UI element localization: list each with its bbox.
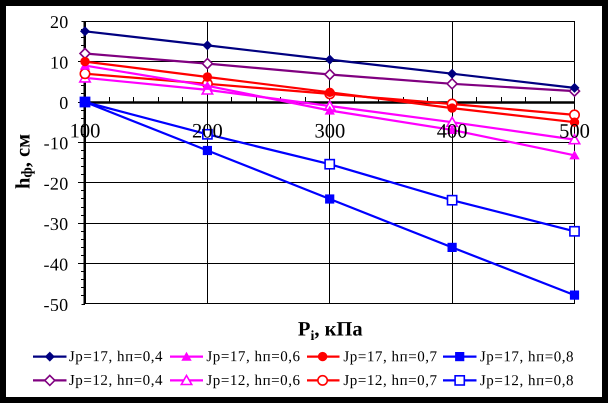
svg-text:400: 400 <box>437 121 468 143</box>
svg-text:Jp=17, hп=0,7: Jp=17, hп=0,7 <box>343 349 437 365</box>
svg-text:-30: -30 <box>44 214 69 234</box>
svg-text:-10: -10 <box>44 133 69 153</box>
svg-text:Jp=17, hп=0,8: Jp=17, hп=0,8 <box>480 349 574 365</box>
svg-text:500: 500 <box>559 121 590 143</box>
svg-text:-20: -20 <box>44 174 69 194</box>
svg-text:-50: -50 <box>44 295 69 315</box>
svg-text:20: 20 <box>50 12 69 32</box>
svg-text:10: 10 <box>50 52 69 72</box>
svg-text:Jp=17, hп=0,6: Jp=17, hп=0,6 <box>206 349 300 365</box>
svg-text:Jp=12, hп=0,7: Jp=12, hп=0,7 <box>343 373 437 389</box>
svg-text:Jp=12, hп=0,8: Jp=12, hп=0,8 <box>480 373 574 389</box>
svg-text:Jp=12, hп=0,6: Jp=12, hп=0,6 <box>206 373 300 389</box>
svg-text:-40: -40 <box>44 254 69 274</box>
svg-text:Jp=12, hп=0,4: Jp=12, hп=0,4 <box>69 373 163 389</box>
svg-text:hф, см: hф, см <box>13 134 36 189</box>
svg-text:Pi, кПа: Pi, кПа <box>298 318 363 344</box>
svg-text:0: 0 <box>59 93 68 113</box>
svg-text:200: 200 <box>192 120 223 142</box>
svg-text:100: 100 <box>70 120 101 142</box>
svg-text:300: 300 <box>314 121 345 143</box>
svg-text:Jp=17, hп=0,4: Jp=17, hп=0,4 <box>69 349 163 365</box>
